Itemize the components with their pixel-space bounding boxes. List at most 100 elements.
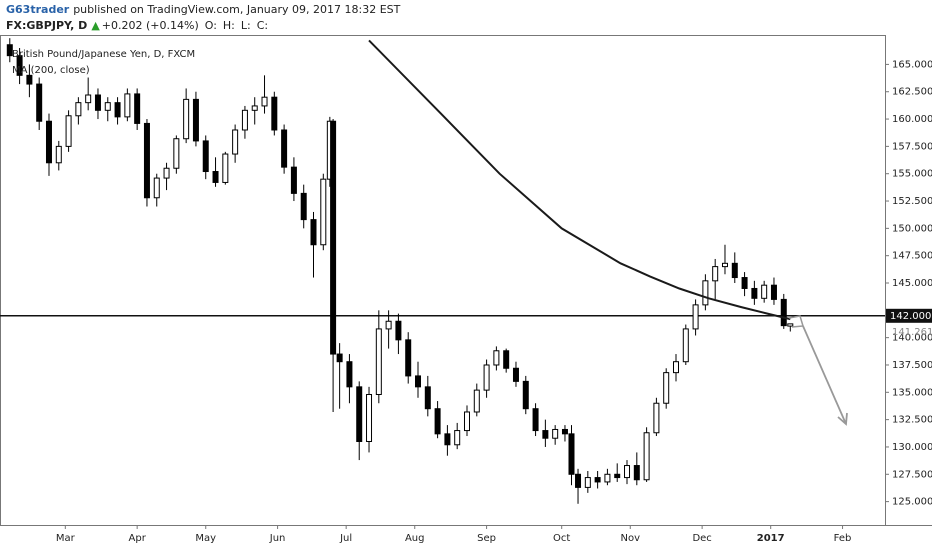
candle-body (780, 298, 787, 327)
candle-body (434, 408, 441, 435)
high-label: H: (223, 19, 235, 32)
candle-body (320, 178, 327, 246)
candle-body (222, 153, 229, 183)
candle-body (552, 428, 559, 439)
y-tick-label: 155.000 (892, 169, 932, 180)
moving-average (368, 39, 791, 321)
x-tick-label: Mar (56, 533, 76, 544)
y-tick-label: 157.500 (892, 141, 932, 152)
candle-body (212, 171, 219, 183)
candle-body (483, 364, 490, 391)
y-tick-label: 137.500 (892, 360, 932, 371)
y-tick-label: 147.500 (892, 251, 932, 262)
candle-body (183, 98, 190, 140)
y-tick-label: 150.000 (892, 223, 932, 234)
candle-body (444, 433, 451, 446)
candle-body (330, 120, 337, 355)
candle-body (454, 430, 461, 446)
candle-body (114, 102, 121, 118)
low-label: L: (241, 19, 251, 32)
last-price-label: 141.261 (892, 327, 932, 338)
candle-body (614, 473, 621, 479)
x-tick-label: May (195, 533, 216, 544)
legend-ma: MA (200, close) (12, 65, 90, 76)
candle-body (251, 105, 258, 111)
drawing-bracket (788, 315, 804, 328)
y-tick-label: 132.500 (892, 415, 932, 426)
candle-body (561, 428, 568, 435)
candle-body (787, 323, 794, 327)
hline-label-box (886, 308, 932, 323)
candle-body (692, 304, 699, 330)
x-tick-label: Nov (621, 533, 641, 544)
author[interactable]: G63trader (6, 3, 70, 16)
candle-body (643, 432, 650, 481)
candle-body (143, 122, 150, 199)
y-tick-label: 140.000 (892, 333, 932, 344)
drawing-arrow (802, 325, 847, 425)
candle-body (415, 375, 422, 388)
candle-body (16, 55, 23, 76)
y-tick-label: 162.500 (892, 87, 932, 98)
x-tick-label: Apr (129, 533, 147, 544)
candle-body (702, 280, 709, 306)
candle-body (300, 192, 307, 221)
candle-body (6, 44, 13, 57)
candle-body (153, 177, 160, 199)
hline-label: 142.000 (890, 311, 931, 322)
y-tick-label: 152.500 (892, 196, 932, 207)
candle-body (336, 353, 343, 363)
change: +0.202 (+0.14%) (102, 19, 199, 32)
candle-body (85, 94, 92, 104)
candle-body (310, 219, 317, 246)
y-tick-label: 125.000 (892, 497, 932, 508)
header-line: G63trader published on TradingView.com, J… (6, 3, 401, 16)
candle-body (124, 93, 131, 118)
x-tick-label: Oct (553, 533, 570, 544)
candle-body (163, 167, 170, 179)
candle-body (202, 140, 209, 173)
x-tick-label: Aug (405, 533, 425, 544)
x-tick-label: Jul (339, 533, 352, 544)
candle-body (473, 389, 480, 413)
legend-title: British Pound/Japanese Yen, D, FXCM (12, 49, 195, 60)
candle-body (575, 473, 582, 488)
symbol: FX:GBPJPY, D (6, 19, 87, 32)
candle-body (624, 465, 631, 479)
candle-body (281, 129, 288, 168)
candle-body (232, 129, 239, 155)
candle-body (653, 402, 660, 434)
candle-body (75, 102, 82, 117)
candle-body (104, 102, 111, 111)
close-label: C: (257, 19, 268, 32)
candle-body (751, 287, 758, 299)
x-tick-label: Sep (477, 533, 496, 544)
candle-body (503, 350, 510, 369)
candle-body (375, 328, 382, 395)
candle-body (522, 380, 529, 410)
y-tick-label: 160.000 (892, 114, 932, 125)
up-arrow: ▲ (91, 19, 100, 32)
candle-body (192, 98, 199, 142)
candle-body (241, 109, 248, 131)
candle-body (712, 266, 719, 282)
candle-body (405, 339, 412, 377)
y-tick-label: 135.000 (892, 387, 932, 398)
candle-body (512, 367, 519, 382)
x-tick-label: Feb (834, 533, 852, 544)
candle-body (94, 94, 101, 111)
candle-body (682, 328, 689, 363)
candle-body (271, 96, 278, 131)
published: published on TradingView.com, January 09… (73, 3, 400, 16)
candle-body (672, 361, 679, 374)
y-tick-label: 130.000 (892, 442, 932, 453)
plot-area (0, 38, 885, 504)
candle-body (55, 145, 62, 164)
candle-body (173, 138, 180, 169)
candle-body (761, 284, 768, 299)
candle-body (542, 430, 549, 439)
candle-body (424, 386, 431, 410)
candle-body (26, 74, 33, 85)
candle-body (532, 408, 539, 432)
